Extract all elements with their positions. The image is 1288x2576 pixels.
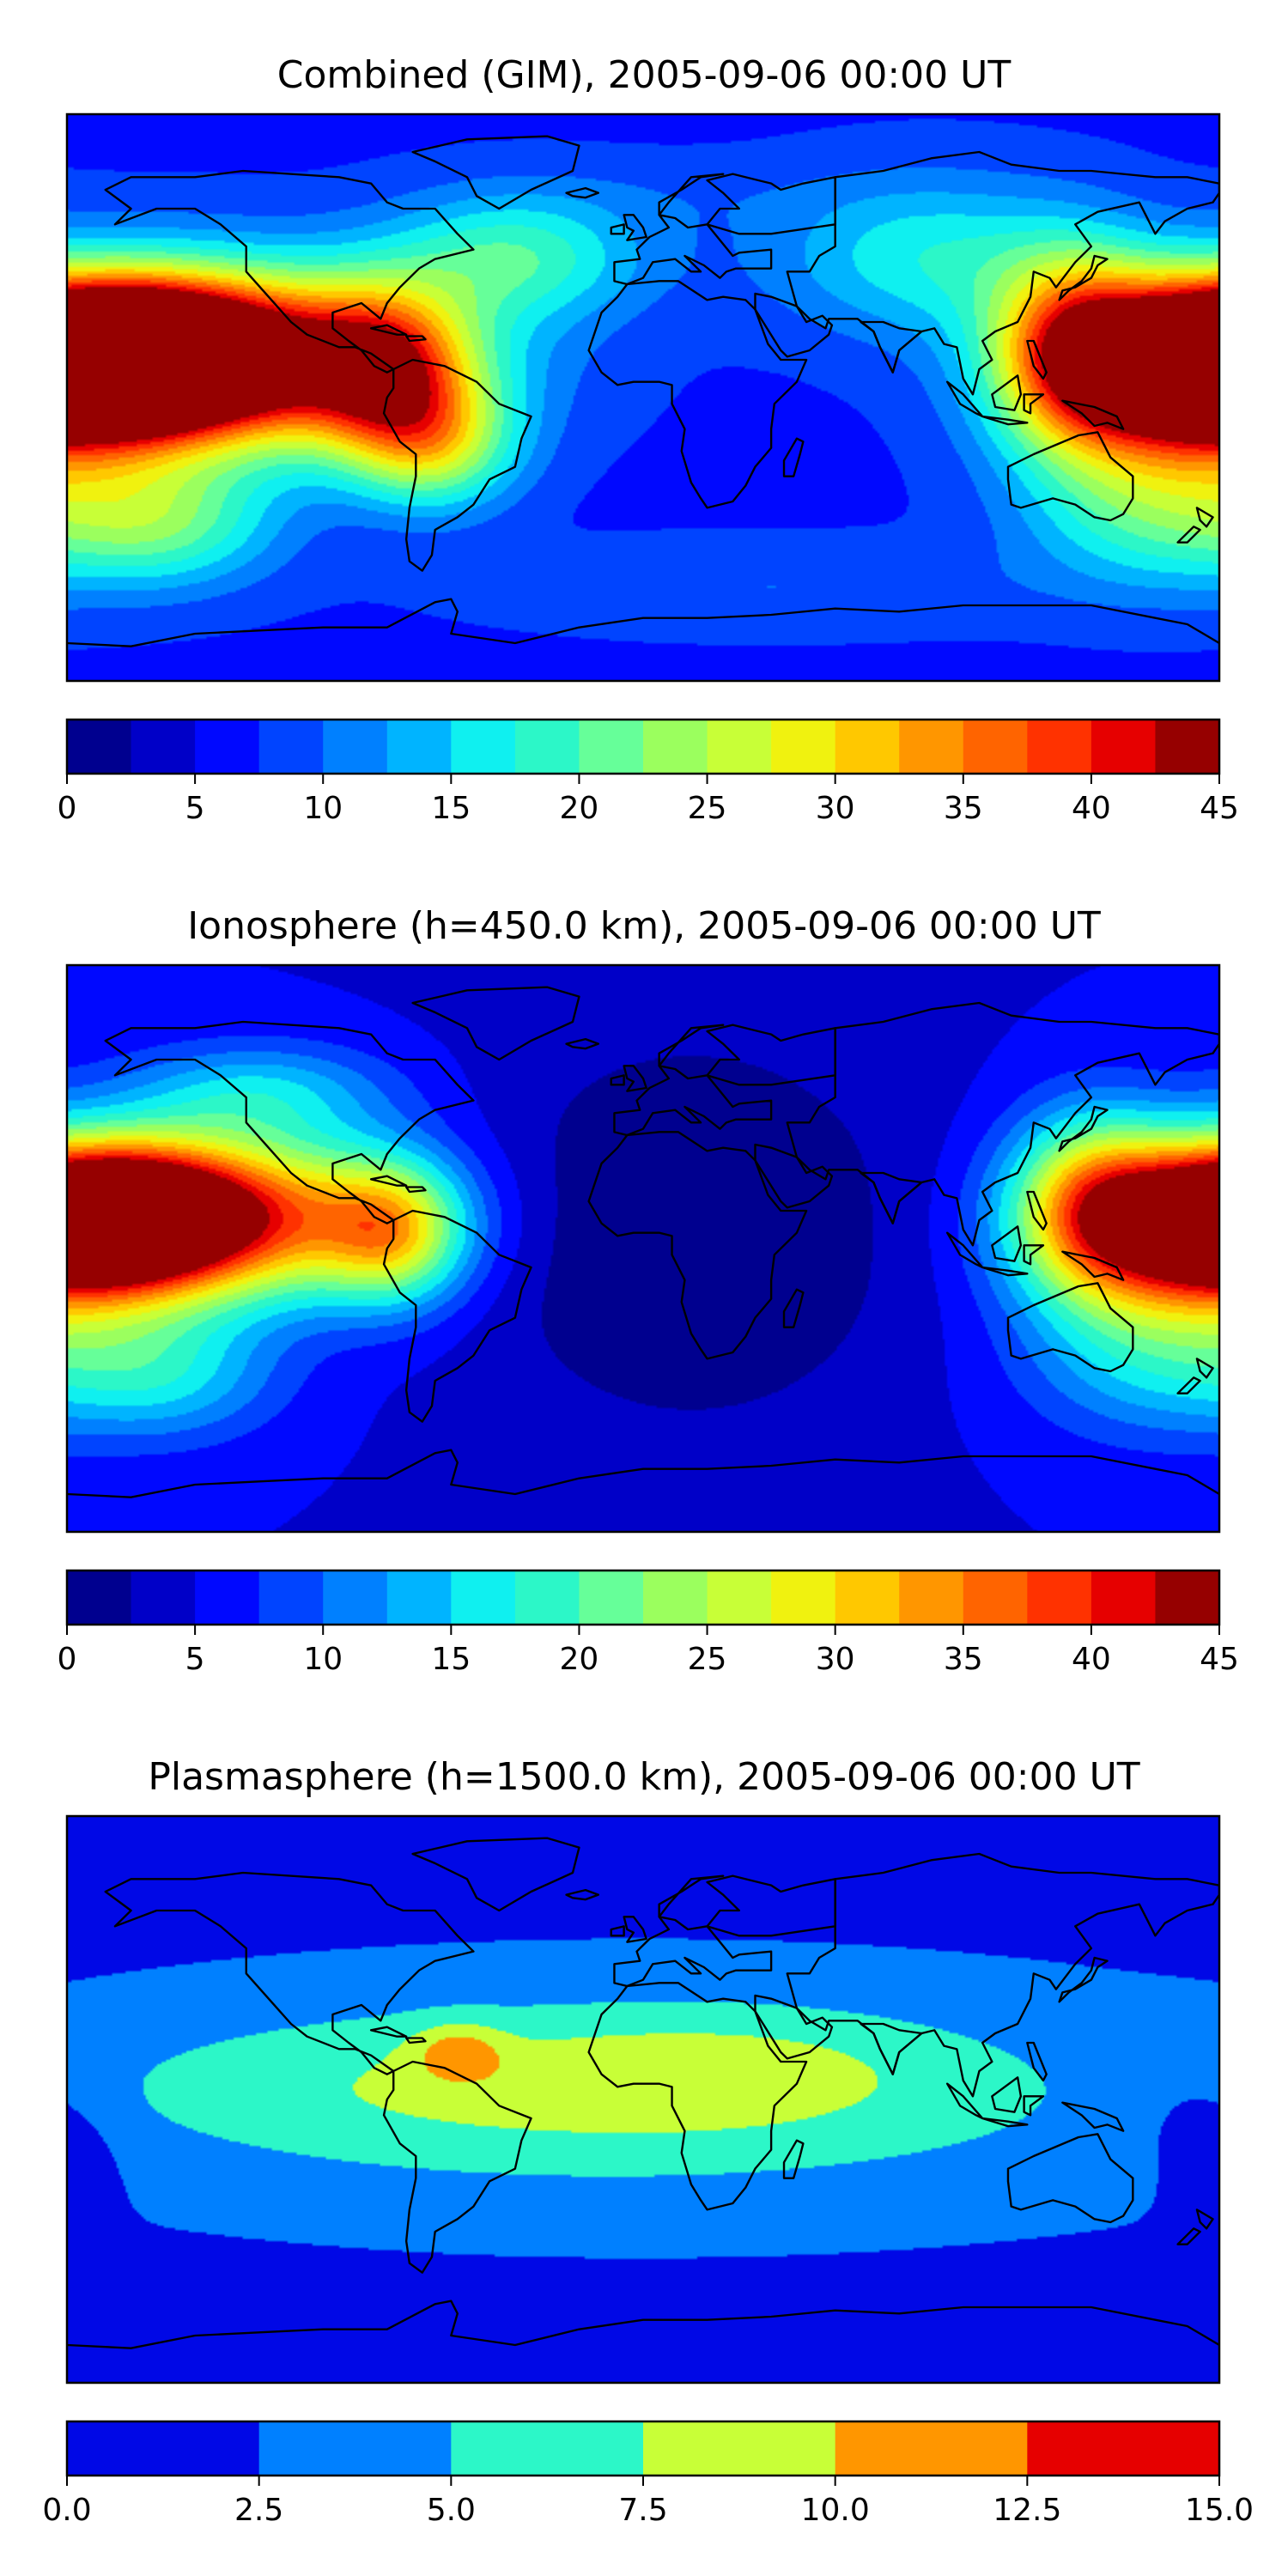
plot-frame bbox=[65, 963, 1221, 1534]
colorbar-segment bbox=[195, 1571, 260, 1625]
colorbar-segment bbox=[899, 720, 964, 774]
colorbar-tick-label: 35 bbox=[944, 1642, 983, 1677]
colorbar-segment bbox=[1155, 1571, 1220, 1625]
colorbar-segment bbox=[963, 720, 1028, 774]
colorbar-segment bbox=[67, 720, 132, 774]
colorbar: 0 5 10 15 20 25 30 35 40 45 bbox=[58, 1569, 1239, 1677]
colorbar-tick-label: 20 bbox=[560, 1642, 599, 1677]
contour-field bbox=[67, 1816, 1219, 2383]
chart-title: Combined (GIM), 2005-09-06 00:00 UT bbox=[277, 53, 1012, 97]
colorbar-tick-label: 40 bbox=[1072, 791, 1111, 826]
colorbar-tick-label: 5.0 bbox=[427, 2493, 476, 2528]
colorbar-segment bbox=[643, 2421, 836, 2476]
colorbar-segment bbox=[67, 2421, 260, 2476]
colorbar-segment bbox=[1155, 720, 1220, 774]
panel-ionosphere: Ionosphere (h=450.0 km), 2005-09-06 00:0… bbox=[58, 904, 1239, 1677]
colorbar-frame bbox=[65, 1569, 1221, 1626]
map-plot bbox=[65, 963, 1221, 1534]
colorbar-segment bbox=[323, 720, 388, 774]
colorbar-segment bbox=[131, 1571, 196, 1625]
colorbar-tick-label: 0 bbox=[58, 1642, 77, 1677]
plot-frame bbox=[65, 112, 1221, 683]
map-plot bbox=[65, 1814, 1221, 2385]
colorbar-tick-label: 10.0 bbox=[801, 2493, 870, 2528]
colorbar-segment bbox=[1027, 720, 1092, 774]
colorbar-tick-label: 30 bbox=[816, 1642, 855, 1677]
contour-field bbox=[67, 965, 1219, 1532]
colorbar-segment bbox=[835, 2421, 1028, 2476]
colorbar-segment bbox=[514, 720, 580, 774]
colorbar-tick-label: 30 bbox=[816, 791, 855, 826]
colorbar-tick-label: 7.5 bbox=[618, 2493, 667, 2528]
panel-combined: Combined (GIM), 2005-09-06 00:00 UT 0 5 10… bbox=[58, 53, 1239, 826]
colorbar-tick-label: 25 bbox=[688, 791, 727, 826]
colorbar-segment bbox=[1027, 2421, 1220, 2476]
colorbar-tick-label: 45 bbox=[1200, 791, 1239, 826]
colorbar-segment bbox=[67, 1571, 132, 1625]
colorbar-tick-label: 10 bbox=[303, 791, 343, 826]
colorbar-segment bbox=[579, 1571, 644, 1625]
colorbar-segment bbox=[1091, 1571, 1156, 1625]
colorbar-tick-label: 15 bbox=[431, 791, 471, 826]
colorbar-segment bbox=[707, 1571, 772, 1625]
colorbar-tick-label: 5 bbox=[185, 791, 205, 826]
colorbar-segment bbox=[643, 1571, 708, 1625]
colorbar-tick-label: 5 bbox=[185, 1642, 205, 1677]
chart-title: Ionosphere (h=450.0 km), 2005-09-06 00:0… bbox=[187, 904, 1101, 948]
colorbar-tick-label: 35 bbox=[944, 791, 983, 826]
colorbar-segment bbox=[899, 1571, 964, 1625]
colorbar-segment bbox=[386, 720, 452, 774]
colorbar-segment bbox=[1027, 1571, 1092, 1625]
colorbar: 0.0 2.5 5.0 7.5 10.0 12.5 15.0 bbox=[42, 2420, 1254, 2528]
plot-frame bbox=[65, 1814, 1221, 2385]
colorbar-segment bbox=[323, 1571, 388, 1625]
colorbar-segment bbox=[451, 1571, 516, 1625]
colorbar-segment bbox=[451, 720, 516, 774]
colorbar-tick-label: 0.0 bbox=[42, 2493, 91, 2528]
colorbar-segment bbox=[643, 720, 708, 774]
colorbar-tick-label: 25 bbox=[688, 1642, 727, 1677]
colorbar-segment bbox=[1091, 720, 1156, 774]
colorbar-tick-label: 40 bbox=[1072, 1642, 1111, 1677]
colorbar-segment bbox=[258, 1571, 324, 1625]
panel-plasmasphere: Plasmasphere (h=1500.0 km), 2005-09-06 0… bbox=[42, 1755, 1254, 2528]
colorbar-segment bbox=[258, 720, 324, 774]
colorbar-segment bbox=[131, 720, 196, 774]
colorbar-segment bbox=[707, 720, 772, 774]
colorbar-tick-label: 12.5 bbox=[993, 2493, 1061, 2528]
colorbar-tick-label: 15.0 bbox=[1185, 2493, 1254, 2528]
colorbar-segment bbox=[195, 720, 260, 774]
colorbar-segment bbox=[258, 2421, 452, 2476]
colorbar-tick-label: 2.5 bbox=[234, 2493, 283, 2528]
colorbar-segment bbox=[835, 720, 900, 774]
colorbar-segment bbox=[386, 1571, 452, 1625]
chart-title: Plasmasphere (h=1500.0 km), 2005-09-06 0… bbox=[148, 1755, 1139, 1799]
colorbar-tick-label: 20 bbox=[560, 791, 599, 826]
colorbar-segment bbox=[835, 1571, 900, 1625]
colorbar-segment bbox=[771, 1571, 836, 1625]
colorbar-tick-label: 15 bbox=[431, 1642, 471, 1677]
colorbar-tick-label: 0 bbox=[58, 791, 77, 826]
colorbar-tick-label: 10 bbox=[303, 1642, 343, 1677]
contour-field bbox=[67, 114, 1219, 681]
colorbar: 0 5 10 15 20 25 30 35 40 45 bbox=[58, 718, 1239, 826]
colorbar-segment bbox=[579, 720, 644, 774]
colorbar-segment bbox=[771, 720, 836, 774]
colorbar-segment bbox=[451, 2421, 644, 2476]
colorbar-frame bbox=[65, 718, 1221, 775]
colorbar-tick-label: 45 bbox=[1200, 1642, 1239, 1677]
map-plot bbox=[65, 112, 1221, 683]
colorbar-segment bbox=[514, 1571, 580, 1625]
colorbar-segment bbox=[963, 1571, 1028, 1625]
